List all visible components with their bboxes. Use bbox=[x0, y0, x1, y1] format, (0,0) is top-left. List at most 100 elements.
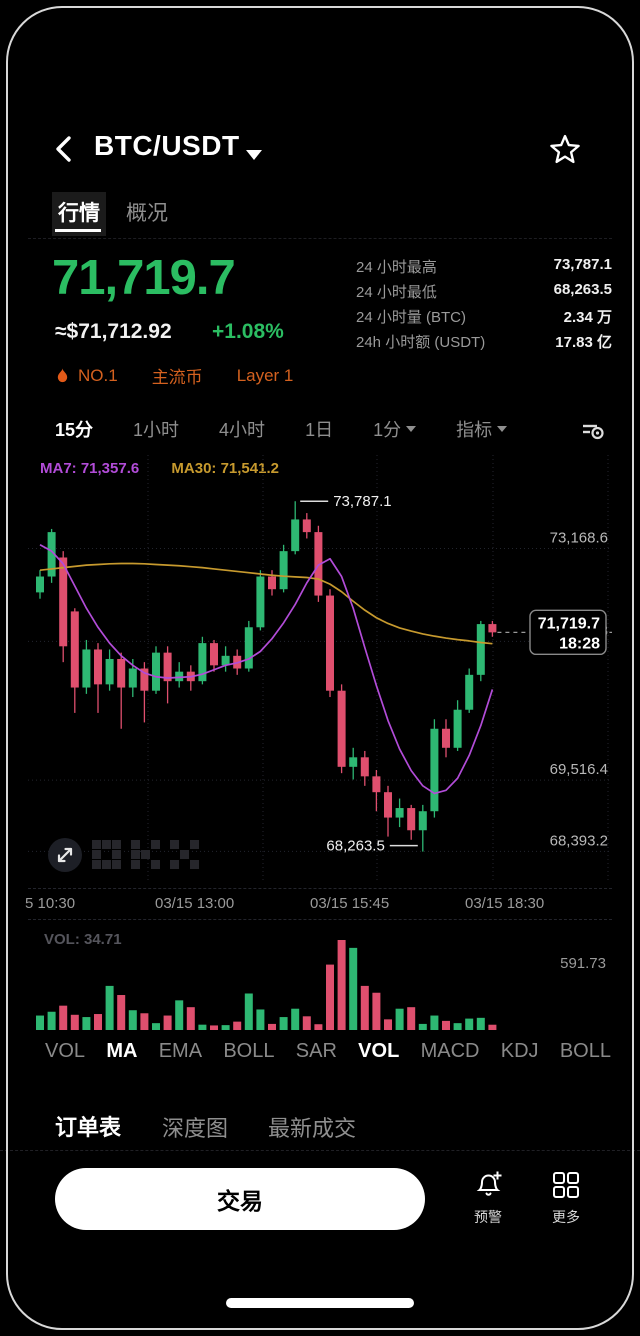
badge-layer1[interactable]: Layer 1 bbox=[236, 365, 294, 385]
tf-more-interval[interactable]: 1分 bbox=[373, 416, 417, 442]
watermark-block bbox=[102, 840, 111, 849]
more-label: 更多 bbox=[552, 1209, 580, 1225]
candle bbox=[117, 652, 126, 729]
tf-15min[interactable]: 15分 bbox=[55, 420, 94, 440]
tab-overview[interactable]: 概况 bbox=[126, 202, 168, 225]
candle bbox=[488, 620, 497, 637]
watermark-block bbox=[170, 860, 179, 869]
candle bbox=[256, 570, 265, 631]
candle-body bbox=[105, 658, 114, 685]
stat-row: 24h 小时额 (USDT) 17.83 亿 bbox=[356, 331, 612, 356]
volume-bar bbox=[221, 1025, 230, 1030]
tab-order-book[interactable]: 订单表 bbox=[55, 1115, 122, 1140]
tf-1d[interactable]: 1日 bbox=[305, 420, 334, 440]
candle bbox=[82, 639, 91, 694]
ind-boll[interactable]: BOLL bbox=[223, 1040, 275, 1062]
candle-body bbox=[221, 655, 230, 666]
caret-down-icon bbox=[497, 426, 508, 432]
watermark-block bbox=[131, 860, 140, 869]
expand-fullscreen-icon[interactable] bbox=[46, 836, 84, 874]
candle bbox=[349, 747, 358, 780]
pair-dropdown-caret-icon[interactable] bbox=[246, 150, 262, 160]
volume-pane[interactable]: VOL: 34.71 591.73 bbox=[28, 922, 612, 1034]
candle-body bbox=[476, 624, 485, 675]
ind-sar[interactable]: SAR bbox=[295, 1040, 337, 1062]
last-price-tag[interactable] bbox=[529, 609, 607, 656]
tab-market[interactable]: 行情 bbox=[52, 192, 106, 236]
volume-scale-label: 591.73 bbox=[560, 955, 606, 972]
candle bbox=[198, 636, 207, 685]
price-change: +1.08% bbox=[212, 320, 284, 343]
candle-body bbox=[47, 532, 56, 577]
candle bbox=[279, 544, 288, 593]
volume-bar bbox=[337, 940, 346, 1030]
ind-ma[interactable]: MA bbox=[106, 1040, 138, 1062]
watermark-block bbox=[131, 850, 140, 859]
home-indicator[interactable] bbox=[226, 1298, 414, 1308]
volume-bar bbox=[70, 1014, 79, 1030]
caret-down-icon bbox=[406, 426, 417, 432]
ma7-line bbox=[39, 544, 494, 795]
stat-label: 24 小时量 (BTC) bbox=[356, 309, 467, 326]
candle-body bbox=[465, 674, 474, 710]
tf-4h[interactable]: 4小时 bbox=[219, 420, 266, 440]
candle bbox=[314, 525, 323, 602]
candle bbox=[476, 620, 485, 682]
badge-mainstream[interactable]: 主流币 bbox=[151, 368, 203, 387]
low-annotation-label: 68,263.5 bbox=[326, 838, 384, 855]
back-icon[interactable] bbox=[50, 134, 76, 164]
y-axis-label: 69,516.4 bbox=[550, 761, 608, 778]
candle bbox=[36, 570, 44, 599]
volume-bar bbox=[465, 1018, 474, 1030]
ma7-label: MA7: 71,357.6 bbox=[40, 460, 140, 477]
watermark-block bbox=[131, 840, 140, 849]
candle-body bbox=[418, 811, 427, 831]
ind-kdj[interactable]: KDJ bbox=[500, 1040, 539, 1062]
candle bbox=[163, 646, 172, 704]
indicator-tab-row: VOL MA EMA BOLL SAR VOL MACD KDJ BOLL bbox=[45, 1040, 611, 1063]
candle bbox=[175, 662, 184, 688]
tf-indicator[interactable]: 指标 bbox=[456, 416, 508, 442]
candle-body bbox=[395, 808, 404, 818]
candle-body bbox=[36, 576, 44, 593]
candle-body bbox=[210, 643, 218, 666]
ind-vol[interactable]: VOL bbox=[45, 1040, 86, 1062]
more-action[interactable]: 更多 bbox=[540, 1170, 592, 1227]
volume-bar bbox=[47, 1011, 56, 1030]
candle-body bbox=[152, 652, 160, 691]
last-price: 71,719.7 bbox=[52, 251, 236, 305]
trade-button[interactable]: 交易 bbox=[55, 1168, 425, 1230]
ind-boll2[interactable]: BOLL bbox=[559, 1040, 611, 1062]
candle-body bbox=[430, 728, 439, 812]
stat-label: 24 小时最低 bbox=[356, 284, 437, 301]
timeframe-row: 15分 1小时 4小时 1日 1分 指标 bbox=[55, 416, 611, 442]
watermark-block bbox=[92, 860, 101, 869]
volume-bar bbox=[453, 1023, 462, 1030]
watermark-block bbox=[151, 860, 160, 869]
volume-bar bbox=[128, 1010, 137, 1030]
alert-action[interactable]: 预警 bbox=[462, 1170, 514, 1227]
tab-latest-trades[interactable]: 最新成交 bbox=[268, 1116, 357, 1141]
ind-ema[interactable]: EMA bbox=[158, 1040, 203, 1062]
candle-body bbox=[337, 690, 346, 767]
ind-macd[interactable]: MACD bbox=[420, 1040, 480, 1062]
watermark-block bbox=[180, 850, 189, 859]
x-tick: 03/15 18:30 bbox=[465, 895, 545, 912]
volume-bar bbox=[82, 1017, 91, 1030]
pair-title[interactable]: BTC/USDT bbox=[94, 130, 240, 161]
candlestick-chart[interactable]: 73,168.671,702.869,516.468,393.273,787.1… bbox=[28, 455, 612, 882]
volume-bar bbox=[163, 1015, 172, 1030]
ind-vol2[interactable]: VOL bbox=[358, 1040, 400, 1062]
favorite-star-icon[interactable] bbox=[548, 133, 582, 167]
volume-bar bbox=[360, 985, 369, 1030]
candle bbox=[407, 804, 416, 840]
volume-bar bbox=[407, 1007, 416, 1030]
badge-no1[interactable]: NO.1 bbox=[78, 365, 118, 385]
tab-depth-chart[interactable]: 深度图 bbox=[162, 1116, 229, 1141]
chart-settings-icon[interactable] bbox=[580, 418, 606, 444]
candle bbox=[453, 700, 462, 751]
stat-row: 24 小时最低 68,263.5 bbox=[356, 281, 612, 306]
tf-1h[interactable]: 1小时 bbox=[133, 420, 180, 440]
stat-row: 24 小时最高 73,787.1 bbox=[356, 256, 612, 281]
alert-bell-plus-icon bbox=[476, 1171, 502, 1196]
